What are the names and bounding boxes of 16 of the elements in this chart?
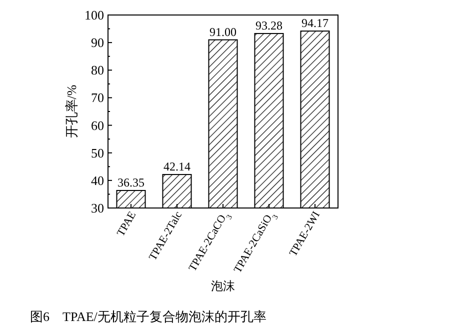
data-label: 36.35 bbox=[118, 175, 144, 190]
y-tick-label: 70 bbox=[91, 90, 104, 106]
y-tick-label: 100 bbox=[84, 8, 104, 22]
data-label: 93.28 bbox=[256, 18, 282, 33]
data-label: 91.00 bbox=[210, 24, 236, 39]
data-label: 42.14 bbox=[164, 160, 190, 174]
y-axis-title: 开孔率/% bbox=[64, 84, 79, 138]
x-axis-title: 泡沫 bbox=[211, 279, 235, 293]
caption: 图6 TPAE/无机粒子复合物泡沫的开孔率 bbox=[30, 309, 266, 324]
y-tick-label: 90 bbox=[91, 35, 104, 50]
y-tick-label: 60 bbox=[91, 118, 104, 133]
y-tick-label: 50 bbox=[91, 145, 104, 160]
y-tick-label: 40 bbox=[91, 172, 104, 188]
y-tick-label: 30 bbox=[91, 200, 104, 216]
data-label: 94.17 bbox=[302, 16, 328, 30]
y-tick-label: 80 bbox=[91, 62, 104, 78]
